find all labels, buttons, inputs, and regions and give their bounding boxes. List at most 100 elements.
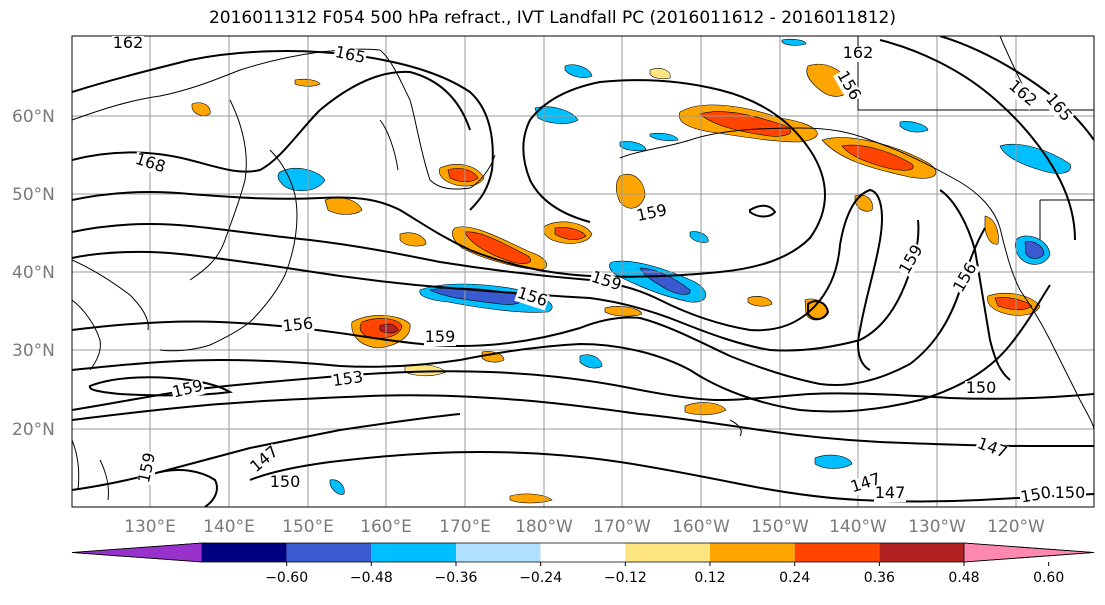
colorbar-outline (71, 542, 1095, 563)
contour-label-background (634, 202, 670, 226)
lon-label: 140°E (203, 517, 255, 537)
map-frame (71, 35, 1095, 508)
chart-title: 2016011312 F054 500 hPa refract., IVT La… (208, 8, 896, 28)
lat-label: 40°N (12, 263, 55, 283)
contour-label: 156 (282, 313, 314, 335)
shade-patch-cool (619, 141, 647, 152)
shade-patch-warm (447, 168, 479, 183)
shade-patch-cool (649, 132, 679, 142)
contour-label-background (842, 46, 874, 62)
lat-label: 50°N (12, 185, 55, 205)
contour-label-background (112, 36, 144, 52)
shade-patch-warm (684, 402, 727, 416)
colorbar (71, 542, 1095, 563)
colorbar-tick-label: −0.36 (435, 570, 478, 586)
map-gridlines (72, 36, 1094, 507)
shade-patch-warm (841, 144, 914, 171)
shade-patch-warm (604, 306, 643, 317)
colorbar-tick-label: 0.36 (864, 570, 895, 586)
contour-label-background (331, 369, 365, 391)
lon-label: 140°W (829, 517, 887, 537)
lon-label: 160°E (360, 517, 412, 537)
shade-patch-cool (277, 168, 326, 192)
colorbar-tick-label: −0.60 (265, 570, 308, 586)
contour-label-background (247, 443, 283, 477)
contour-label-background (833, 68, 863, 104)
colorbar-segment (625, 543, 710, 562)
contour-label: 147 (875, 483, 906, 502)
colorbar-tick-label: 0.48 (948, 570, 979, 586)
shade-patch-warm (747, 296, 773, 307)
contour-line (939, 189, 1011, 381)
shade-patch-cool (534, 106, 579, 124)
shade-patch-warm (699, 111, 792, 137)
contour-label: 162 (113, 33, 144, 52)
contour-line (72, 394, 1094, 448)
lon-label: 180°W (515, 517, 573, 537)
shade-patch-cool (814, 454, 853, 469)
shade-patch-cool (329, 479, 345, 495)
contour-label-background (1054, 486, 1086, 502)
contour-label-background (281, 316, 315, 336)
colorbar-segment (540, 543, 626, 562)
colorbar-segment (794, 543, 880, 562)
shade-patch-cool (899, 121, 929, 133)
colorbar-extension-high (963, 542, 1095, 563)
shade-patch-warm (854, 194, 873, 212)
colorbar-segment (371, 543, 456, 562)
colorbar-tick-label: 0.24 (779, 570, 810, 586)
contour-line (72, 284, 1051, 413)
shade-patch-warm (649, 68, 671, 80)
colorbar-segment (879, 543, 964, 562)
contour-label-background (424, 330, 456, 346)
shaded-anomaly-layer (191, 38, 1071, 504)
contour-line (72, 370, 1094, 411)
contour-label: 153 (331, 367, 364, 390)
contour-label: 159 (425, 327, 456, 346)
lon-label: 170°E (439, 517, 491, 537)
contour-line (879, 39, 1076, 241)
contour-label-background (1004, 77, 1040, 111)
shade-patch-warm (509, 493, 553, 504)
lon-label: 130°E (124, 517, 176, 537)
lon-label: 150°E (282, 517, 334, 537)
shade-patch-warm (379, 323, 399, 334)
colorbar-tick-label: 0.12 (694, 570, 725, 586)
contour-line (159, 469, 218, 507)
coastlines (72, 36, 1094, 501)
lat-label: 60°N (12, 107, 55, 127)
shade-patch-warm (994, 297, 1033, 311)
contour-label-background (965, 381, 997, 397)
shade-patch-warm (399, 232, 427, 247)
colorbar-segment (710, 543, 795, 562)
contour-lines (72, 36, 1094, 507)
shade-patch-warm (554, 227, 587, 240)
contour-line (72, 79, 826, 278)
shade-patch-warm (806, 64, 851, 97)
contour-line (72, 219, 920, 352)
colorbar-tick-label: −0.48 (350, 570, 393, 586)
contour-line (249, 450, 1094, 503)
colorbar-segment (286, 543, 372, 562)
lat-label: 30°N (12, 341, 55, 361)
lon-label: 150°W (751, 517, 809, 537)
contour-label-background (1018, 485, 1054, 507)
contour-label-background (332, 44, 368, 68)
contour-label-background (269, 475, 301, 491)
shade-patch-cool (689, 231, 709, 243)
shade-patch-warm (615, 174, 646, 209)
lon-label: 120°W (987, 517, 1045, 537)
contour-line (72, 70, 471, 173)
shade-patch-warm (191, 102, 211, 116)
shade-patch-cool (564, 64, 593, 78)
contour-line (88, 376, 233, 397)
colorbar-segment (202, 543, 287, 562)
contour-label-background (588, 269, 624, 295)
contour-line (807, 300, 830, 320)
contour-label: 150 (966, 378, 997, 397)
contour-label-background (170, 378, 206, 402)
shade-patch-cool (1024, 241, 1045, 259)
shade-patch-cool (781, 38, 807, 46)
lat-label: 20°N (12, 420, 55, 440)
